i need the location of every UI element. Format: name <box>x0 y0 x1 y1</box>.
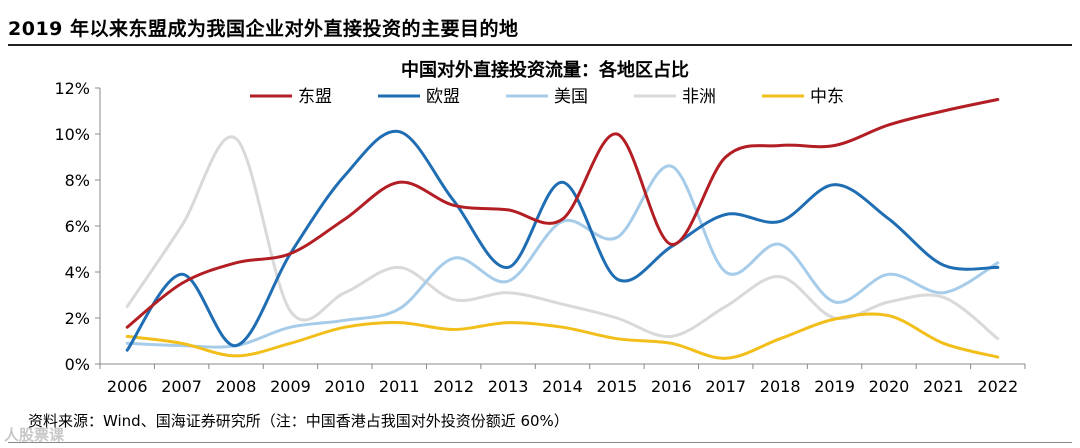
series-line-非洲 <box>125 135 1000 341</box>
x-tick-label: 2008 <box>216 377 257 396</box>
y-tick-label: 8% <box>65 171 90 190</box>
x-tick-label: 2019 <box>814 377 855 396</box>
chart-series <box>125 98 1000 360</box>
x-tick-label: 2015 <box>597 377 638 396</box>
legend-label: 东盟 <box>298 87 332 107</box>
x-tick-label: 2013 <box>488 377 529 396</box>
legend-label: 非洲 <box>682 87 716 107</box>
legend-label: 美国 <box>554 87 588 107</box>
x-tick-label: 2012 <box>433 377 474 396</box>
x-tick-label: 2009 <box>270 377 311 396</box>
chart-title: 中国对外直接投资流量：各地区占比 <box>401 59 689 81</box>
y-tick-label: 4% <box>65 263 90 282</box>
x-tick-label: 2010 <box>324 377 365 396</box>
page-title: 2019 年以来东盟成为我国企业对外直接投资的主要目的地 <box>8 18 519 40</box>
bottom-divider <box>8 442 1072 443</box>
watermark: 人股票课 <box>4 426 65 444</box>
x-tick-label: 2020 <box>869 377 910 396</box>
x-tick-label: 2007 <box>161 377 202 396</box>
x-tick-label: 2016 <box>651 377 692 396</box>
x-tick-label: 2022 <box>977 377 1018 396</box>
x-tick-label: 2018 <box>760 377 801 396</box>
x-tick-label: 2006 <box>107 377 148 396</box>
series-line-东盟 <box>125 98 1000 329</box>
y-tick-label: 2% <box>65 309 90 328</box>
x-tick-label: 2017 <box>705 377 746 396</box>
title-divider <box>8 44 1072 46</box>
chart-legend: 东盟 欧盟 美国 非洲 中东 <box>250 87 844 107</box>
x-tick-label: 2014 <box>542 377 583 396</box>
legend-label: 中东 <box>810 87 844 107</box>
line-chart: 中国对外直接投资流量：各地区占比 东盟 欧盟 美国 非洲 中东 0% 2% 4% 6% 8% 10… <box>54 59 1026 396</box>
source-note: 资料来源：Wind、国海证券研究所（注：中国香港占我国对外投资份额近 60%） <box>28 412 569 430</box>
series-line-欧盟 <box>125 129 1000 352</box>
chart-axes: 0% 2% 4% 6% 8% 10% 12% 2006 2007 2008 2009 2010 2011… <box>54 79 1026 396</box>
y-tick-label: 12% <box>54 79 90 98</box>
y-tick-label: 6% <box>65 217 90 236</box>
legend-label: 欧盟 <box>426 87 460 107</box>
y-tick-label: 10% <box>54 125 90 144</box>
x-tick-label: 2021 <box>923 377 964 396</box>
x-tick-label: 2011 <box>379 377 420 396</box>
y-tick-label: 0% <box>65 355 90 374</box>
